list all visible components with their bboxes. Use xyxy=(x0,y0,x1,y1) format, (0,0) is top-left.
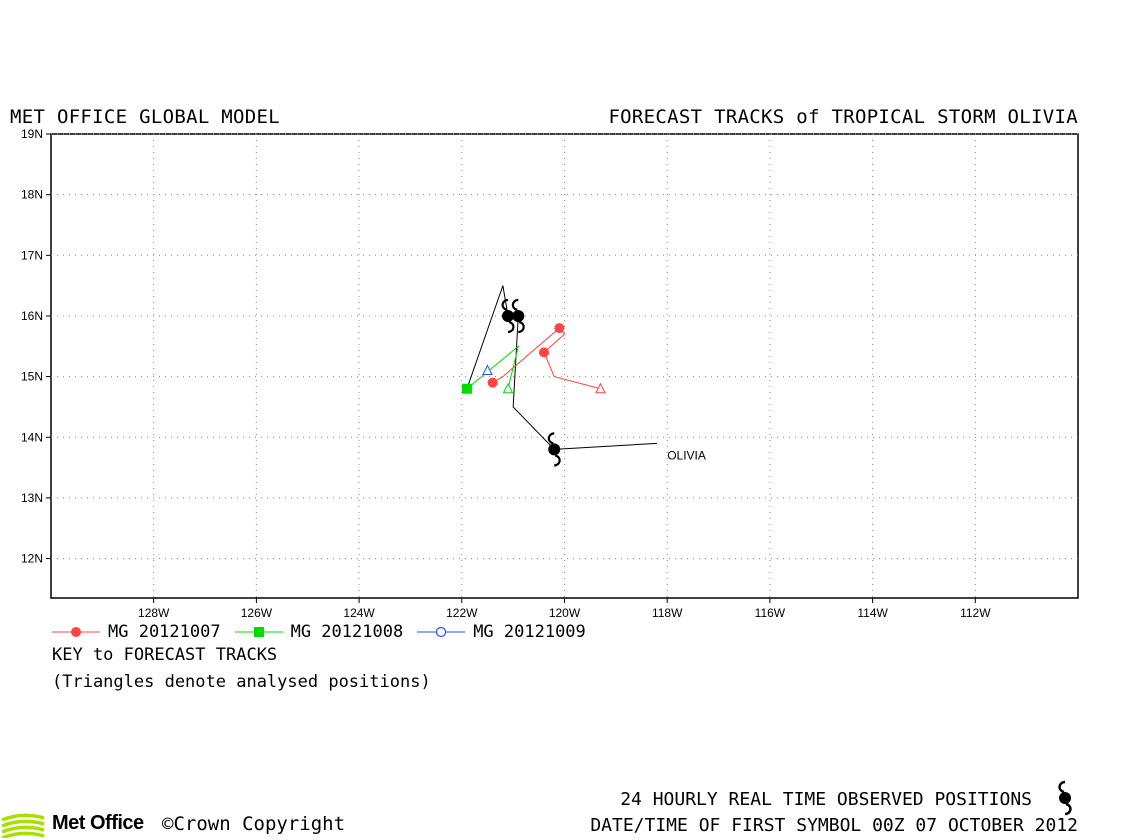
copyright-notice: ©Crown Copyright xyxy=(162,813,346,835)
legend-label: MG 20121007 xyxy=(108,622,221,642)
first-symbol-caption: DATE/TIME OF FIRST SYMBOL 00Z 07 OCTOBER… xyxy=(590,815,1078,836)
hurricane-symbol-icon xyxy=(501,298,515,334)
tick-label-lon: 118W xyxy=(652,606,683,620)
met-office-wordmark: Met Office xyxy=(52,811,144,834)
forecast-point-circle xyxy=(487,377,498,388)
hurricane-arm xyxy=(511,298,519,312)
map-grid xyxy=(51,133,1078,598)
analysed-position-triangle xyxy=(482,364,493,376)
model-title: MET OFFICE GLOBAL MODEL xyxy=(10,106,280,128)
legend-marker-square xyxy=(234,627,283,637)
hurricane-arm xyxy=(547,432,555,445)
key-note: (Triangles denote analysed positions) xyxy=(52,672,431,692)
hurricane-symbol-icon xyxy=(547,432,561,467)
tick-label-lon: 126W xyxy=(241,606,273,620)
legend: MG 20121007 MG 20121008 MG 20121009 xyxy=(52,622,586,642)
axis-ticks: 128W 126W 124W 122W 120W 118W 116W 114W 112W 12N 1… xyxy=(21,127,991,620)
observed-positions-caption: 24 HOURLY REAL TIME OBSERVED POSITIONS xyxy=(620,789,1032,810)
hurricane-arm xyxy=(501,298,509,312)
legend-label: MG 20121009 xyxy=(473,622,586,642)
legend-label: MG 20121008 xyxy=(290,622,404,642)
hurricane-eye xyxy=(548,443,561,456)
analysed-position-triangle xyxy=(502,382,514,394)
forecast-point-circle xyxy=(538,347,549,358)
tick-label-lat: 13N xyxy=(21,491,43,505)
legend-item-red: MG 20121007 xyxy=(52,622,221,642)
storm-name-label: OLIVIA xyxy=(667,449,706,463)
forecast-map: 128W 126W 124W 122W 120W 118W 116W 114W 112W 12N 1… xyxy=(21,127,1079,620)
forecast-point-circle xyxy=(554,323,565,334)
tick-label-lon: 114W xyxy=(857,606,888,620)
tick-label-lat: 15N xyxy=(21,370,43,384)
chart-title: FORECAST TRACKS of TROPICAL STORM OLIVIA xyxy=(608,106,1078,128)
tick-label-lat: 12N xyxy=(21,552,43,566)
tick-label-lon: 120W xyxy=(549,606,581,620)
tick-label-lon: 116W xyxy=(755,606,786,620)
hurricane-eye xyxy=(502,309,515,322)
tick-label-lat: 18N xyxy=(21,188,43,202)
tick-label-lat: 16N xyxy=(21,309,43,323)
key-title: KEY to FORECAST TRACKS xyxy=(52,645,278,665)
forecast-track-line xyxy=(492,327,601,390)
observed-track-line xyxy=(466,285,657,450)
tick-label-lon: 128W xyxy=(138,606,170,620)
legend-marker-open-circle xyxy=(417,626,466,638)
tick-label-lat: 19N xyxy=(21,127,43,141)
hurricane-arm xyxy=(518,320,525,334)
tick-label-lon: 124W xyxy=(343,606,375,620)
analysed-position-triangle xyxy=(595,382,606,394)
legend-item-blue: MG 20121009 xyxy=(417,622,586,642)
tick-label-lat: 14N xyxy=(21,430,43,444)
tick-label-lat: 17N xyxy=(21,248,43,262)
met-office-logo: Met Office xyxy=(0,808,144,838)
tracks-layer xyxy=(461,285,657,467)
map-frame xyxy=(50,133,1079,599)
legend-marker-circle xyxy=(52,627,100,637)
forecast-point-square xyxy=(461,383,472,394)
legend-item-green: MG 20121008 xyxy=(234,622,404,642)
hurricane-eye xyxy=(512,309,525,322)
tick-label-lon: 122W xyxy=(446,606,478,620)
hurricane-symbol-icon xyxy=(511,298,525,334)
met-office-logo-icon xyxy=(1,813,45,838)
hurricane-arm xyxy=(554,454,561,467)
hurricane-symbol-icon xyxy=(1058,780,1072,816)
tick-label-lon: 112W xyxy=(960,606,991,620)
hurricane-arm xyxy=(507,320,515,334)
